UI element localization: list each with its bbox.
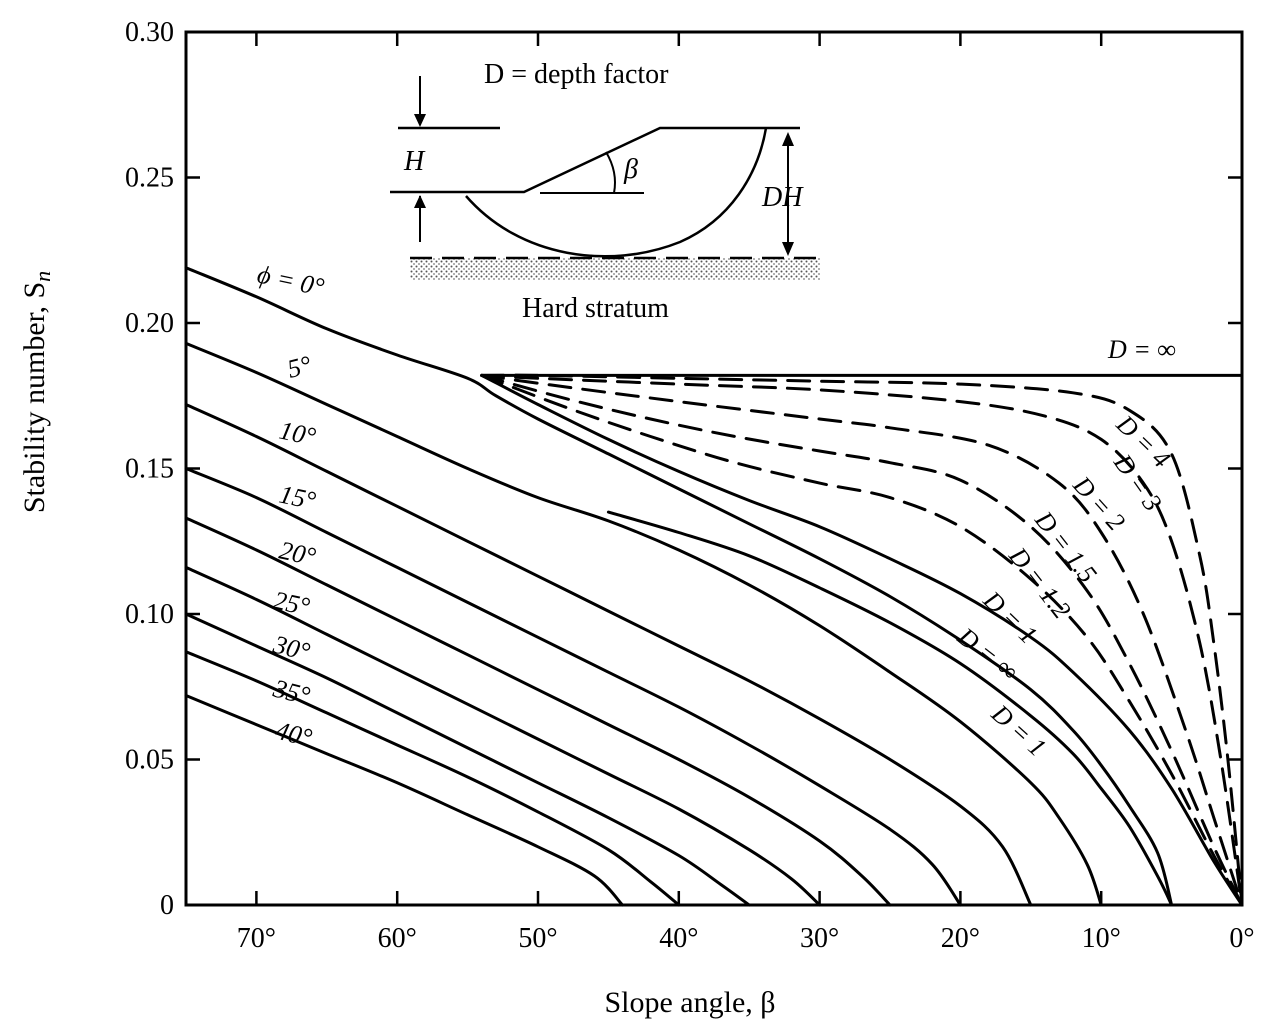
curve-label-40: 40° [273, 716, 315, 753]
series-line-20deg-12 [184, 516, 892, 907]
x-tick-label: 0° [1229, 923, 1254, 954]
failure-arc [465, 127, 768, 258]
curve-label-20: 20° [277, 536, 319, 572]
h-label: H [403, 146, 426, 177]
y-axis-title: Stability number, Sn [18, 271, 55, 513]
plot-frame [184, 30, 1244, 907]
y-axis-title-main: Stability number, S [18, 282, 51, 513]
y-tick-label: 0.25 [125, 163, 174, 194]
curves-layer [184, 266, 1244, 907]
series-line-30deg-14 [184, 612, 751, 907]
series-line-d-1-2-6 [480, 373, 1244, 907]
series-line-10deg-10 [184, 403, 1033, 907]
x-tick-label: 70° [237, 923, 276, 954]
y-axis-title-subscript: n [30, 271, 55, 282]
series-line-d-3-3 [480, 373, 1244, 907]
series-line-40deg-16 [184, 694, 624, 907]
y-tick-label: 0.05 [125, 745, 174, 776]
h-bottom-arrowhead [414, 195, 426, 208]
x-tick-label: 30° [800, 923, 839, 954]
h-top-arrowhead [414, 114, 426, 127]
dh-label: DH [761, 182, 804, 213]
y-tick-label: 0.10 [125, 599, 174, 630]
x-tick-label: 20° [941, 923, 980, 954]
x-axis-title: Slope angle, β [604, 986, 775, 1019]
series-line-d-4-2 [480, 373, 1244, 907]
d-infinity-label: D = ∞ [1107, 335, 1176, 364]
beta-arc [605, 151, 616, 194]
x-tick-label: 10° [1082, 923, 1121, 954]
series-line-d-1-7 [480, 373, 1244, 907]
phi-0-label: ϕ = 0° [255, 260, 327, 302]
y-tick-label: 0.30 [125, 17, 174, 48]
x-tick-label: 60° [378, 923, 417, 954]
inset-title: D = depth factor [484, 59, 669, 90]
x-tick-label: 40° [659, 923, 698, 954]
dh-arrowhead-top [782, 132, 794, 146]
x-tick-label: 50° [518, 923, 557, 954]
ticks-layer: 70° 60° 50° 40° 30° 20° 10° 0° 0 0.05 0.10 0.15 0.20… [125, 17, 1255, 954]
series-line-5deg-9 [184, 341, 1103, 907]
series-line-d-1-5-5 [480, 373, 1244, 907]
series-line-d-1-8 [606, 510, 1174, 907]
hard-stratum-label: Hard stratum [522, 293, 669, 324]
dh-arrowhead-bottom [782, 242, 794, 256]
series-line-15deg-11 [184, 467, 962, 907]
y-tick-label: 0 [160, 890, 174, 921]
y-tick-label: 0.15 [125, 454, 174, 485]
curve-label-35: 35° [270, 673, 313, 710]
series-line-phi-0deg-0 [184, 266, 1174, 907]
curve-label-30: 30° [270, 629, 313, 666]
curve-label-5: 5° [284, 350, 314, 384]
hard-stratum-hatch [410, 258, 820, 280]
series-line-d-2-4 [480, 373, 1244, 907]
series-line-35deg-15 [184, 650, 681, 907]
slope-profile [390, 126, 800, 194]
series-line-25deg-13 [184, 565, 822, 907]
curve-label-10: 10° [277, 416, 319, 452]
curve-label-25: 25° [271, 586, 313, 622]
slope-diagram: D = depth factor H β DH Hard stratum [390, 59, 820, 324]
y-tick-label: 0.20 [125, 308, 174, 339]
beta-label: β [623, 154, 638, 185]
